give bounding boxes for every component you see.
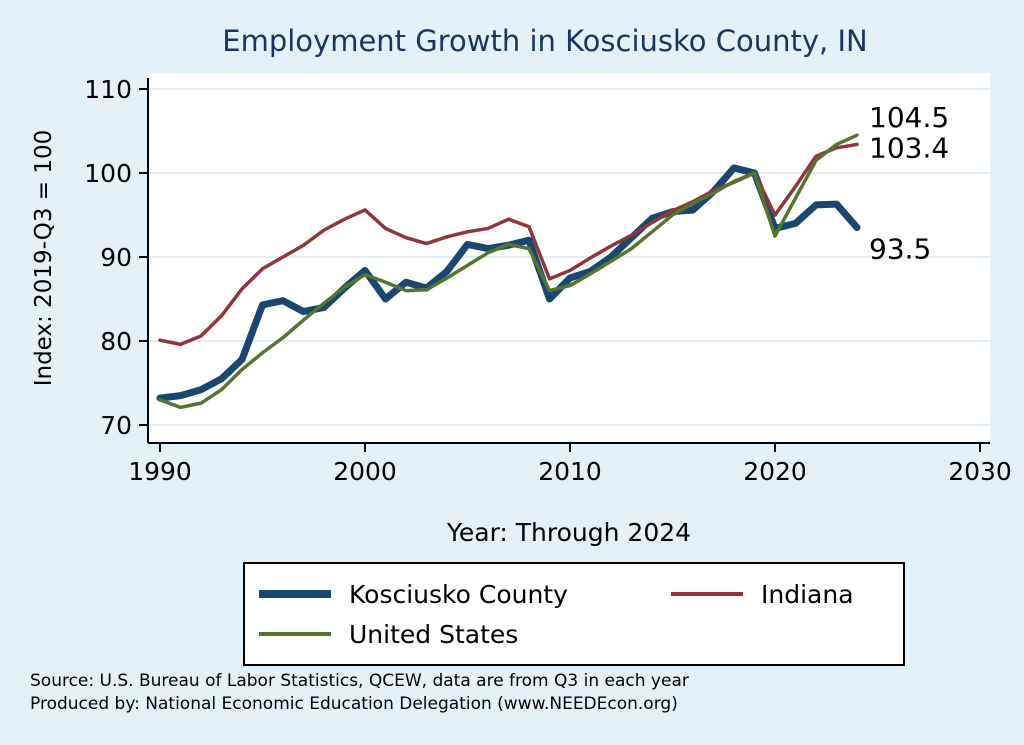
y-tick-label: 90	[100, 243, 132, 272]
x-tick-label: 2030	[948, 457, 1012, 486]
y-tick-label: 110	[84, 75, 132, 104]
legend-row: United States	[259, 614, 889, 654]
x-tick-label: 1990	[128, 457, 192, 486]
legend-line-swatch	[671, 592, 743, 596]
employment-chart: 70 80 90 100 110 1990 2000 2010 2020 2030 93.5 103.…	[84, 73, 1012, 486]
x-tick-label: 2000	[333, 457, 397, 486]
x-tick-label: 2020	[743, 457, 807, 486]
legend-row: Kosciusko County Indiana	[259, 574, 889, 614]
x-axis-title: Year: Through 2024	[446, 518, 692, 547]
x-tick-label: 2010	[538, 457, 602, 486]
plot-area	[148, 73, 990, 443]
source-line-1: Source: U.S. Bureau of Labor Statistics,…	[30, 671, 689, 691]
end-label-united-states: 104.5	[869, 101, 949, 134]
end-label-indiana: 103.4	[869, 131, 949, 164]
y-axis-title: Index: 2019-Q3 = 100	[31, 129, 57, 387]
legend-line-swatch	[259, 632, 331, 636]
y-tick-label: 80	[100, 327, 132, 356]
series-line-united-states	[158, 133, 859, 410]
legend-label: Kosciusko County	[349, 579, 568, 609]
legend-line-swatch	[259, 590, 331, 598]
legend-label: Indiana	[761, 579, 854, 609]
y-tick-label: 100	[84, 159, 132, 188]
source-note: Source: U.S. Bureau of Labor Statistics,…	[30, 670, 689, 716]
legend-entry-united-states: United States	[259, 620, 671, 649]
y-tick-label: 70	[100, 411, 132, 440]
legend-entry-kosciusko-county: Kosciusko County	[259, 580, 671, 609]
legend-entry-indiana: Indiana	[671, 580, 854, 609]
legend-label: United States	[349, 619, 519, 649]
legend: Kosciusko County Indiana United States	[243, 562, 905, 666]
chart-title: Employment Growth in Kosciusko County, I…	[222, 24, 868, 58]
source-line-2: Produced by: National Economic Education…	[30, 694, 678, 714]
end-label-kosciusko-county: 93.5	[869, 233, 931, 266]
